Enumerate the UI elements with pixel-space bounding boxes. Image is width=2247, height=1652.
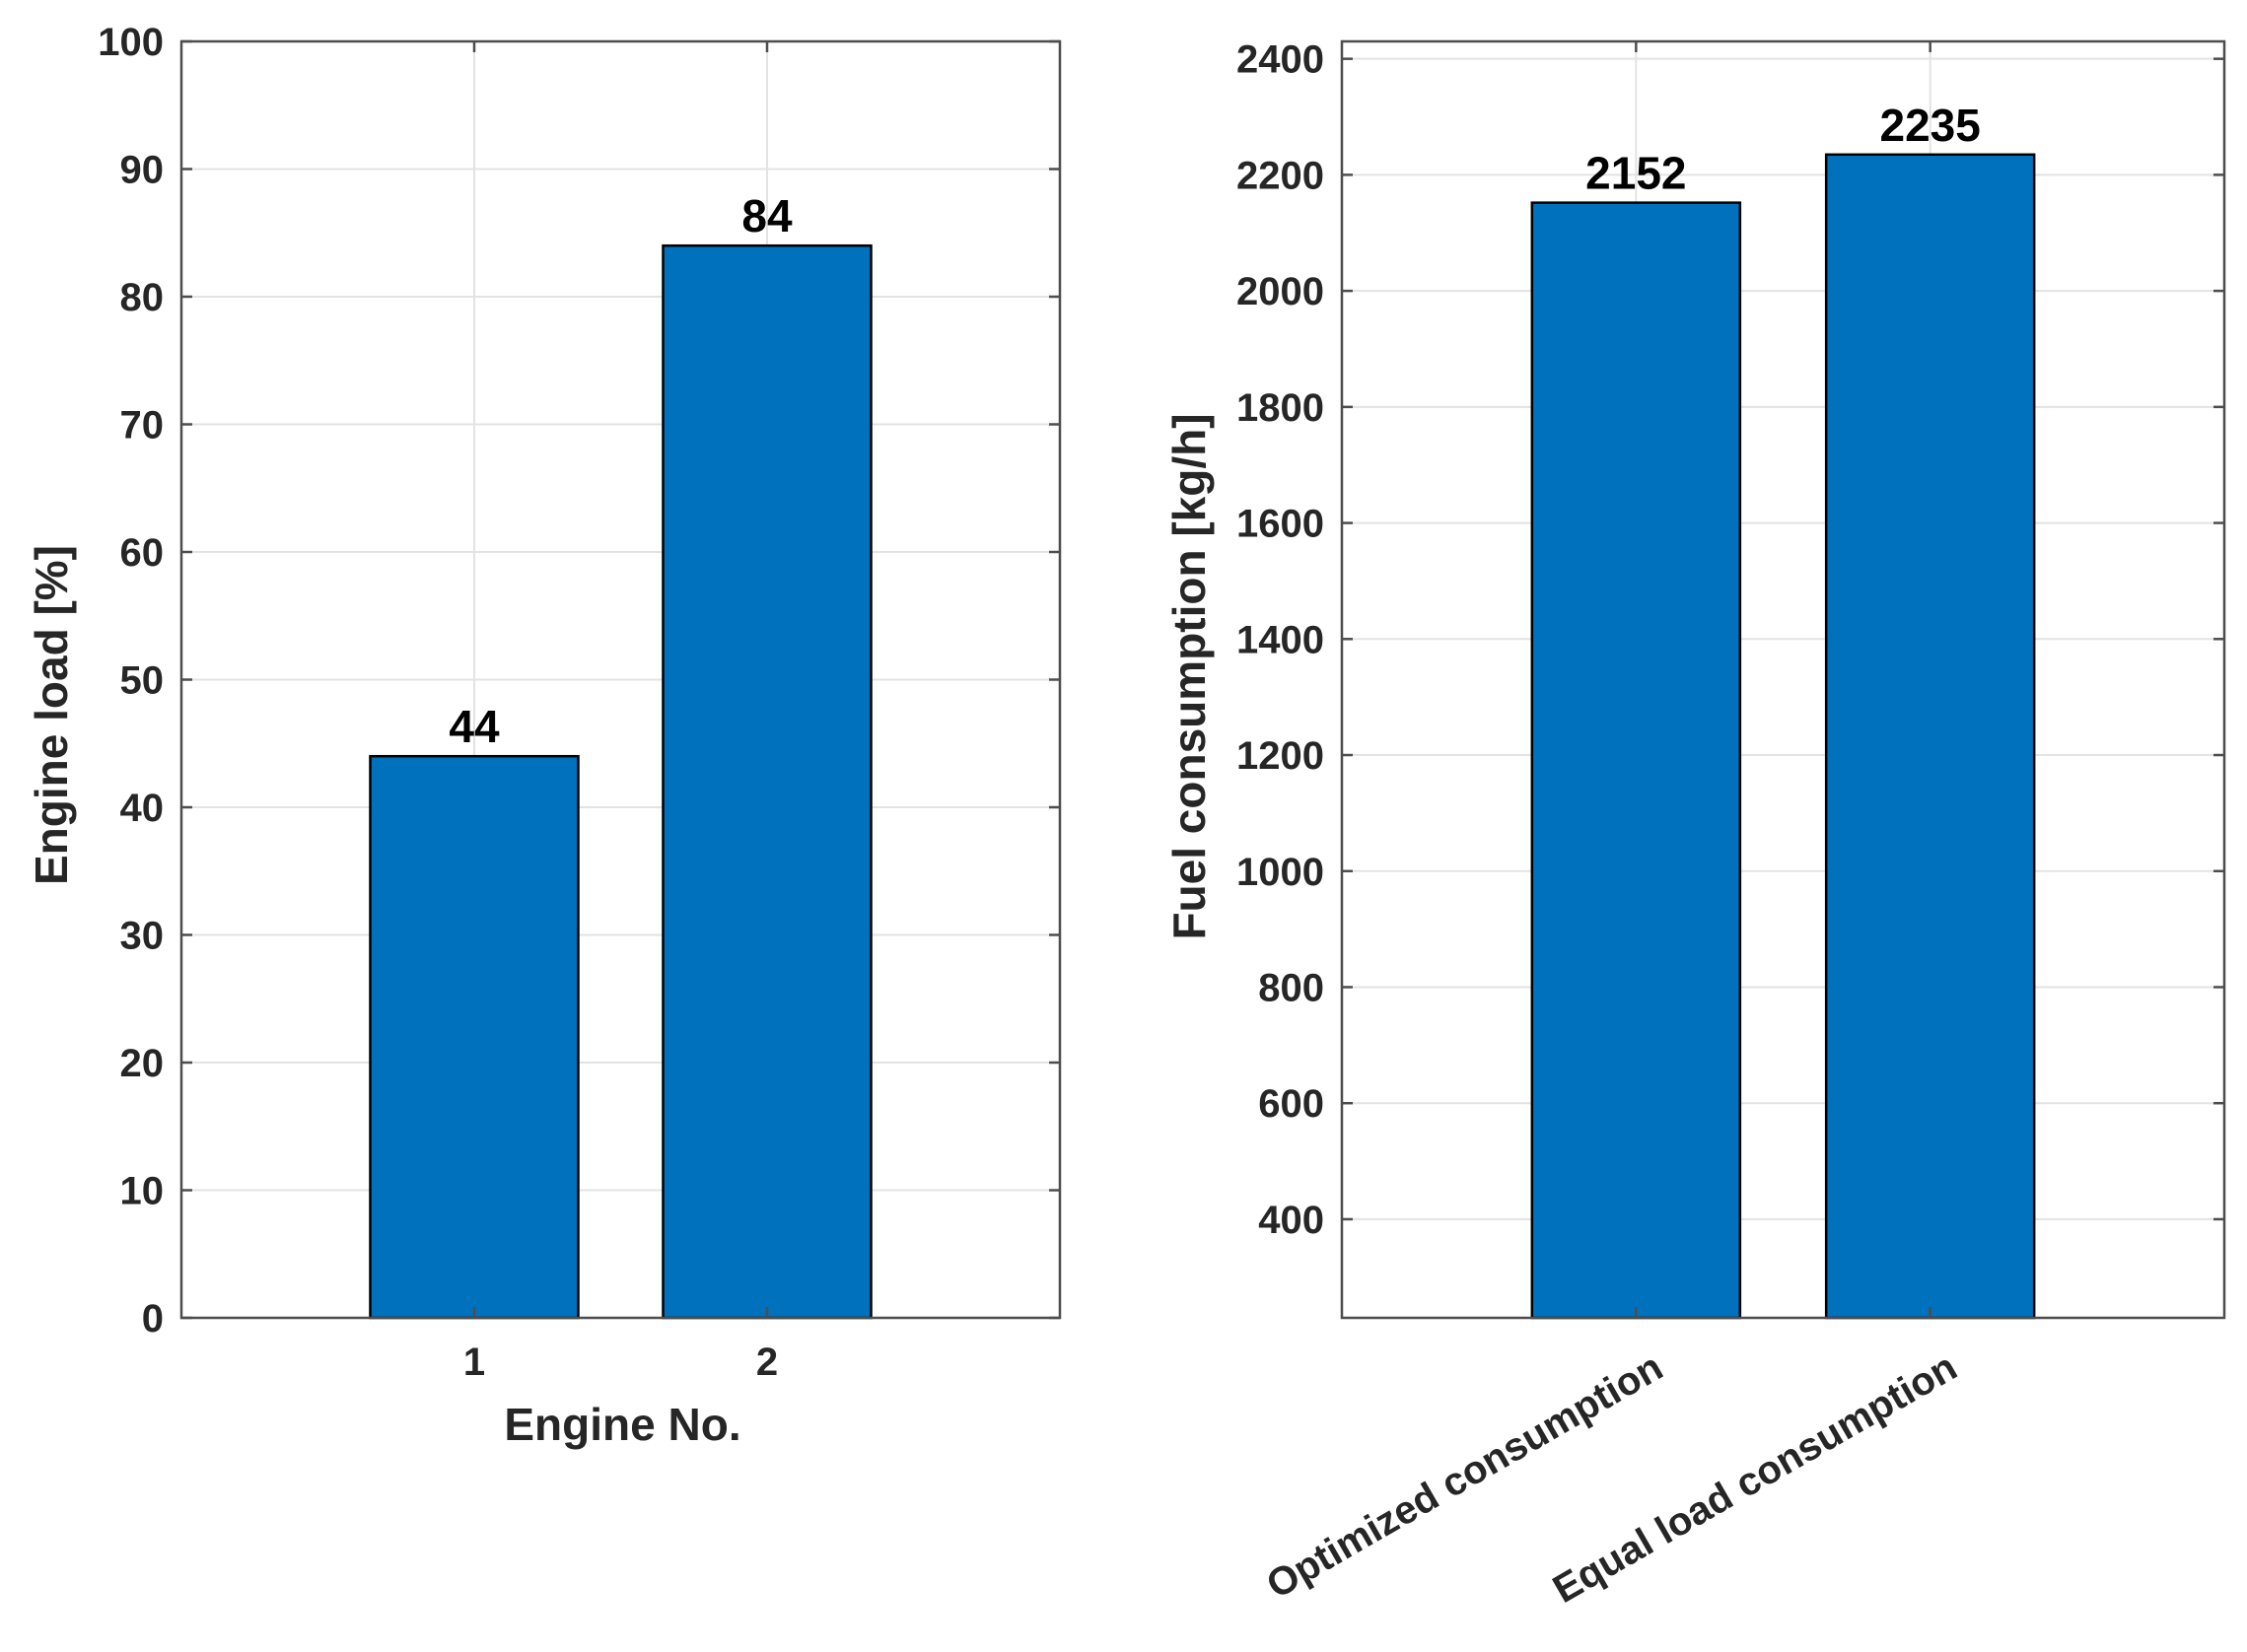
bar [1824,153,2036,1320]
y-tick-label: 50 [120,659,165,703]
y-tick-label: 2000 [1236,270,1324,313]
y-tick-label: 90 [120,149,165,192]
fuel-consumption-chart: 2152 2235 400 600 800 1000 1200 1400 1600 1800 200… [1163,38,2226,1612]
x-tick-label: 2 [756,1341,778,1384]
y-tick-label: 1800 [1236,386,1324,430]
engine-load-chart: 44 84 0 10 20 30 40 50 60 70 80 90 100 1 2 Engine No. En… [26,21,1062,1450]
data-label: 2152 [1585,148,1686,199]
y-tick-label: 2400 [1236,38,1324,82]
y-tick-label: 2200 [1236,154,1324,197]
y-tick-label: 800 [1258,966,1324,1009]
y-axis-label: Engine load [%] [26,545,77,885]
y-tick-label: 1200 [1236,734,1324,778]
y-tick-label: 1600 [1236,503,1324,546]
y-tick-label: 40 [120,787,165,830]
y-tick-label: 70 [120,404,165,447]
axes-box [1340,39,2226,1320]
bar [1530,201,1742,1320]
y-tick-label: 80 [120,276,165,319]
y-tick-label: 600 [1258,1082,1324,1126]
y-tick-label: 20 [120,1042,165,1085]
data-label: 44 [449,701,500,752]
bar [369,754,580,1320]
x-axis-label: Engine No. [504,1399,740,1450]
y-tick-label: 400 [1258,1199,1324,1242]
y-tick-label: 0 [142,1297,164,1341]
data-label: 84 [741,190,793,241]
y-tick-label: 10 [120,1170,165,1213]
y-tick-label: 1400 [1236,618,1324,661]
y-tick-label: 30 [120,915,165,958]
y-axis-label: Fuel consumption [kg/h] [1163,413,1215,939]
x-tick-label: 1 [463,1341,485,1384]
y-tick-label: 60 [120,531,165,575]
data-label: 2235 [1879,100,1980,151]
bar [662,243,873,1320]
y-tick-label: 100 [98,21,164,64]
y-tick-label: 1000 [1236,851,1324,894]
